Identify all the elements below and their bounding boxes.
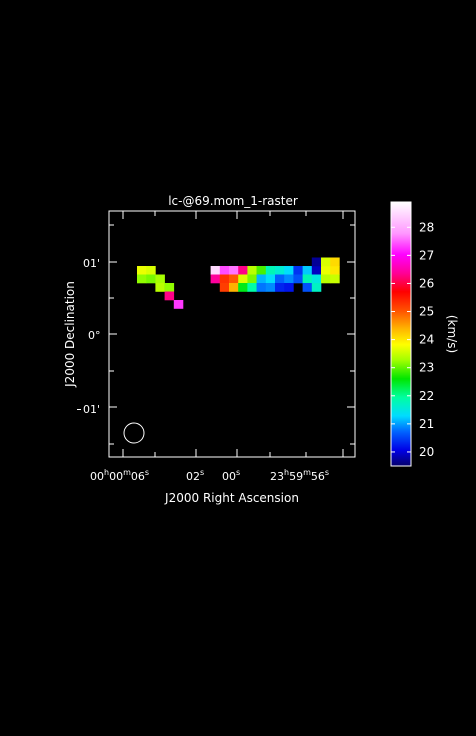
heatmap-cell xyxy=(330,266,340,275)
heatmap-cell xyxy=(321,274,331,284)
heatmap-cell xyxy=(311,283,322,292)
colorbar-tick-label: 23 xyxy=(419,361,434,375)
y-axis-label: J2000 Declination xyxy=(63,281,77,388)
colorbar-tick-label: 20 xyxy=(419,445,434,459)
colorbar-tick-label: 24 xyxy=(419,333,434,347)
heatmap-cell xyxy=(330,257,340,267)
heatmap-cell xyxy=(311,274,322,284)
colorbar-label: (km/s) xyxy=(445,315,459,353)
colorbar-ticks: 20 21 22 23 24 25 26 27 28 xyxy=(391,220,434,459)
heatmap-cell xyxy=(265,283,276,292)
heatmap-cell xyxy=(256,266,267,275)
colorbar-tick-label: 26 xyxy=(419,276,434,290)
heatmap-cell xyxy=(137,266,147,275)
axis-ticks xyxy=(109,211,355,457)
x-tick-label: 23h59m56s xyxy=(270,468,329,483)
heatmap-cell xyxy=(137,274,147,284)
heatmap-cell xyxy=(284,274,294,284)
heatmap-cell xyxy=(275,283,285,292)
x-tick-label: 00h00m06s xyxy=(90,468,149,483)
beam-marker xyxy=(123,422,145,444)
heatmap-cell xyxy=(210,274,221,284)
y-tick-label: 0° xyxy=(88,329,101,342)
heatmap-cell xyxy=(229,274,239,284)
heatmap-cell xyxy=(210,266,221,275)
heatmap-cell xyxy=(293,266,303,275)
heatmap-cell xyxy=(302,283,313,292)
heatmap-cell xyxy=(164,291,175,301)
heatmap-cell xyxy=(284,266,294,275)
heatmap-cell xyxy=(238,266,248,275)
heatmap-cell xyxy=(311,257,322,267)
heatmap-cell xyxy=(265,274,276,284)
heatmap-cell xyxy=(219,266,230,275)
heatmap-cell xyxy=(238,274,248,284)
colorbar-tick-label: 22 xyxy=(419,389,434,403)
heatmap-cell xyxy=(247,283,257,292)
colorbar-tick-label: 27 xyxy=(419,248,434,262)
chart-title: lc-@69.mom_1-raster xyxy=(168,194,298,208)
heatmap-cell xyxy=(293,274,303,284)
x-axis-label: J2000 Right Ascension xyxy=(164,491,299,505)
heatmap-cell xyxy=(321,257,331,267)
x-tick-label: 02s xyxy=(186,468,204,483)
heatmap-cell xyxy=(229,266,239,275)
heatmap-cell xyxy=(321,266,331,275)
heatmap-cell xyxy=(275,266,285,275)
heatmap-cell xyxy=(302,274,313,284)
heatmap-cell xyxy=(330,274,340,284)
heatmap-cell xyxy=(164,283,175,292)
y-tick-minus-sign xyxy=(77,409,81,410)
heatmap-cell xyxy=(229,283,239,292)
colorbar-tick-label: 25 xyxy=(419,305,434,319)
heatmap-cell xyxy=(256,283,267,292)
heatmap-cell xyxy=(256,274,267,284)
heatmap-cell xyxy=(238,283,248,292)
heatmap-cell xyxy=(146,274,156,284)
heatmap-cell xyxy=(311,266,322,275)
heatmap-cell xyxy=(219,283,230,292)
heatmap-cell xyxy=(302,266,313,275)
heatmap-cell xyxy=(265,266,276,275)
heatmap-cell xyxy=(247,266,257,275)
heatmap-cells xyxy=(137,257,340,309)
heatmap-cell xyxy=(173,300,184,309)
plot-frame xyxy=(108,210,356,458)
heatmap-cell xyxy=(155,283,165,292)
colorbar-tick-label: 28 xyxy=(419,220,434,234)
x-tick-label: 00s xyxy=(222,468,240,483)
heatmap-cell xyxy=(247,274,257,284)
heatmap-cell xyxy=(275,274,285,284)
colorbar xyxy=(390,201,412,467)
heatmap-cell xyxy=(219,274,230,284)
heatmap-cell xyxy=(284,283,294,292)
heatmap-cell xyxy=(155,274,165,284)
heatmap-cell xyxy=(146,266,156,275)
y-tick-label: 01' xyxy=(83,403,100,416)
colorbar-tick-label: 21 xyxy=(419,417,434,431)
y-tick-label: 01' xyxy=(83,257,100,270)
